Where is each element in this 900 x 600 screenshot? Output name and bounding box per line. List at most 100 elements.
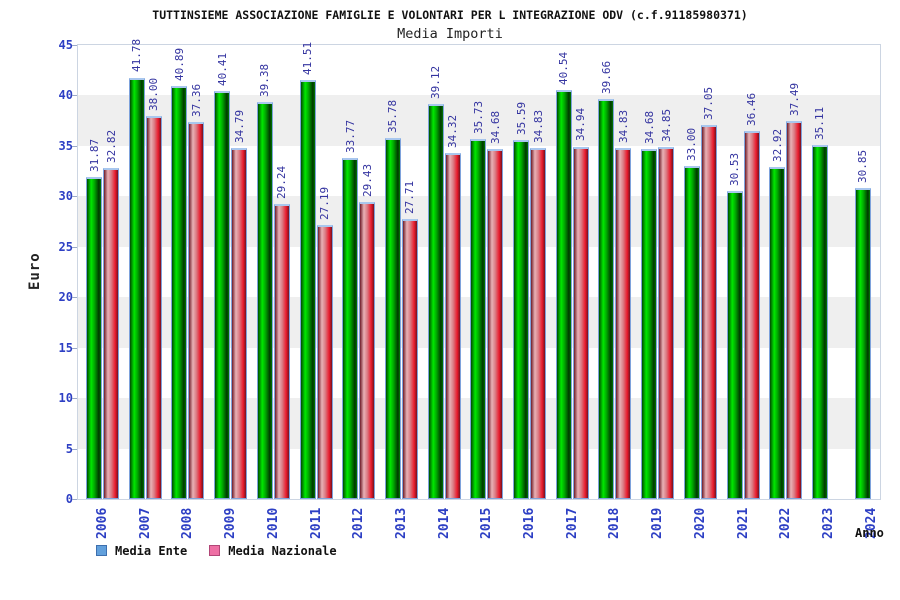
bar-value-text: 41.51 [301,42,314,76]
bar-value-text: 27.19 [318,186,331,220]
bar-media-ente [769,166,786,499]
y-tick-label: 0 [65,492,73,506]
bar-media-nazionale [743,131,760,499]
bar-media-nazionale [145,115,162,499]
bar-value-text: 34.85 [659,109,673,143]
bar-media-ente [683,166,700,499]
bar-value-text: 29.24 [275,165,289,199]
y-tick-mark [72,297,77,299]
bar-value-text: 39.66 [599,60,613,94]
x-tick-text: 2006 [95,507,110,540]
legend-label-media-nazionale: Media Nazionale [228,543,337,558]
bar-value-text: 35.11 [813,106,827,140]
bar-media-ente [598,98,615,499]
y-tick-label: 45 [58,38,73,52]
x-tick-text: 2008 [180,507,196,540]
bar-media-nazionale [700,125,717,499]
bar-value-text: 34.83 [616,109,630,143]
y-tick-label: 15 [58,340,73,355]
x-tick-text: 2010 [265,507,281,540]
bar-media-ente [384,138,401,499]
bar-media-nazionale [103,167,119,499]
x-tick-text: 2016 [522,507,537,540]
bar-value-text: 34.83 [531,109,545,143]
x-tick-text: 2012 [351,507,367,540]
bar-media-nazionale [487,149,504,499]
bar-media-ente [342,158,359,499]
bar-media-ente [854,187,871,499]
legend-label-media-ente: Media Ente [115,543,188,558]
bar-value-text: 35.59 [514,101,528,135]
x-tick-text: 2021 [735,507,751,540]
bar-value-text: 40.54 [557,51,571,85]
bar-media-nazionale [231,148,248,499]
bar-media-nazionale [401,219,418,499]
bar-value-text: 30.53 [728,152,741,186]
bar-media-ente [726,191,743,499]
bar-value-text: 29.43 [360,163,374,198]
bar-media-ente [256,101,273,499]
y-tick-mark [72,95,77,97]
bar-value-text: 39.38 [258,63,272,97]
legend-swatch-media-nazionale [209,545,221,556]
y-tick-mark [72,398,77,400]
y-tick-label: 30 [58,189,73,204]
x-tick-text: 2019 [650,507,666,540]
bar-value-text: 41.78 [130,39,144,73]
x-tick-text: 2018 [607,507,623,540]
x-tick-text: 2015 [479,507,495,540]
legend-swatch-media-ente [96,545,107,556]
bar-media-nazionale [786,120,803,499]
x-tick-text: 2023 [820,507,836,540]
bar-value-text: 39.12 [429,66,443,100]
y-tick-mark [72,347,77,349]
x-tick-text: 2022 [778,507,794,540]
bar-media-ente [470,138,487,499]
bar-value-text: 35.73 [471,100,485,134]
bar-value-text: 35.78 [386,99,400,134]
x-tick-text: 2020 [692,507,708,540]
bar-value-text: 40.89 [172,48,186,82]
bar-media-ente [641,149,658,499]
y-tick-mark [72,145,77,147]
bar-media-nazionale [188,122,205,499]
bar-media-ente [86,177,102,499]
bar-value-text: 30.85 [856,149,870,183]
bar-value-text: 27.71 [403,181,417,215]
y-tick-label: 35 [58,138,73,153]
bar-value-text: 38.00 [147,77,161,111]
bar-value-text: 37.05 [702,87,716,121]
bar-media-nazionale [359,202,376,499]
plot-area: 31.87 32.82 41.78 38.00 40.89 37.36 40.41 34.79… [77,39,881,500]
bar-media-nazionale [658,147,675,499]
y-tick-label: 25 [58,239,73,254]
bar-media-nazionale [530,147,546,499]
bar-value-text: 32.92 [770,128,784,162]
bar-value-text: 36.46 [745,93,758,127]
x-tick-text: 2014 [436,507,452,540]
y-tick-label: 10 [58,391,73,406]
bar-value-text: 32.82 [104,129,118,163]
bar-media-ente [811,144,828,499]
x-tick-text: 2013 [393,507,409,540]
bar-media-ente [214,91,231,499]
bar-media-ente [427,104,444,499]
y-tick-mark [72,45,77,46]
y-tick-label: 5 [65,441,73,456]
bar-media-nazionale [572,146,589,499]
y-axis-title-text: Euro [27,252,43,290]
bar-value-text: 37.36 [189,83,203,118]
x-tick-text: 2011 [308,507,324,540]
bar-media-ente [299,80,316,499]
x-tick-text: 2017 [564,507,580,540]
y-tick-mark [72,196,77,198]
bar-media-ente [128,77,145,499]
bar-value-text: 34.68 [488,110,502,145]
chart-subtitle: Media Importi [397,26,503,42]
bar-media-nazionale [615,147,632,499]
bar-value-text: 33.77 [343,120,357,154]
bar-value-text: 33.00 [685,127,699,162]
y-tick-label: 40 [58,88,73,103]
legend: Media Ente Media Nazionale [96,543,337,558]
